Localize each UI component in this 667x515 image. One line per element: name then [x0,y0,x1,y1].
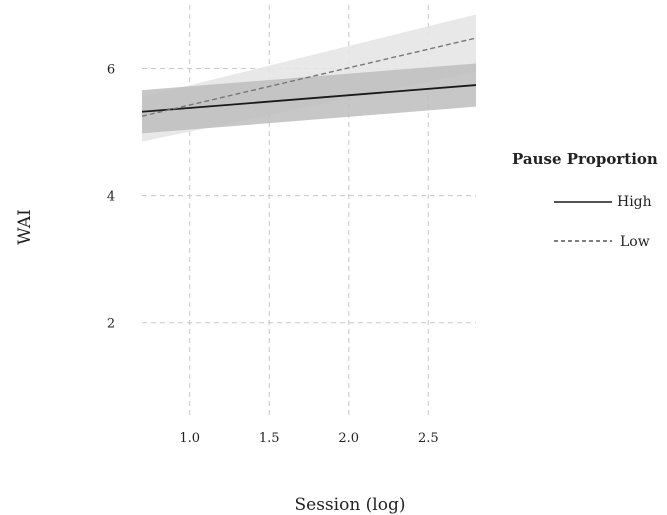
x-axis-title: Session (log) [295,495,406,515]
y-tick-label: 4 [107,190,115,205]
y-axis-title: WAI [15,209,35,245]
series-lines [141,37,477,117]
series-line-high [141,84,477,113]
y-tick-labels: 2 4 6 [107,63,115,332]
x-tick-labels: 1.0 1.5 2.0 2.5 [179,431,438,446]
confidence-bands [142,14,476,142]
x-tick-label: 2.0 [338,431,359,446]
series-line-low [141,37,477,117]
y-tick-label: 2 [107,317,115,332]
legend: Pause Proportion High Low [512,150,658,250]
x-tick-label: 1.5 [259,431,280,446]
legend-title: Pause Proportion [512,150,658,168]
x-tick-label: 1.0 [179,431,200,446]
legend-label-low: Low [620,234,650,250]
y-tick-label: 6 [107,63,115,78]
x-tick-label: 2.5 [418,431,439,446]
legend-label-high: High [617,194,652,210]
